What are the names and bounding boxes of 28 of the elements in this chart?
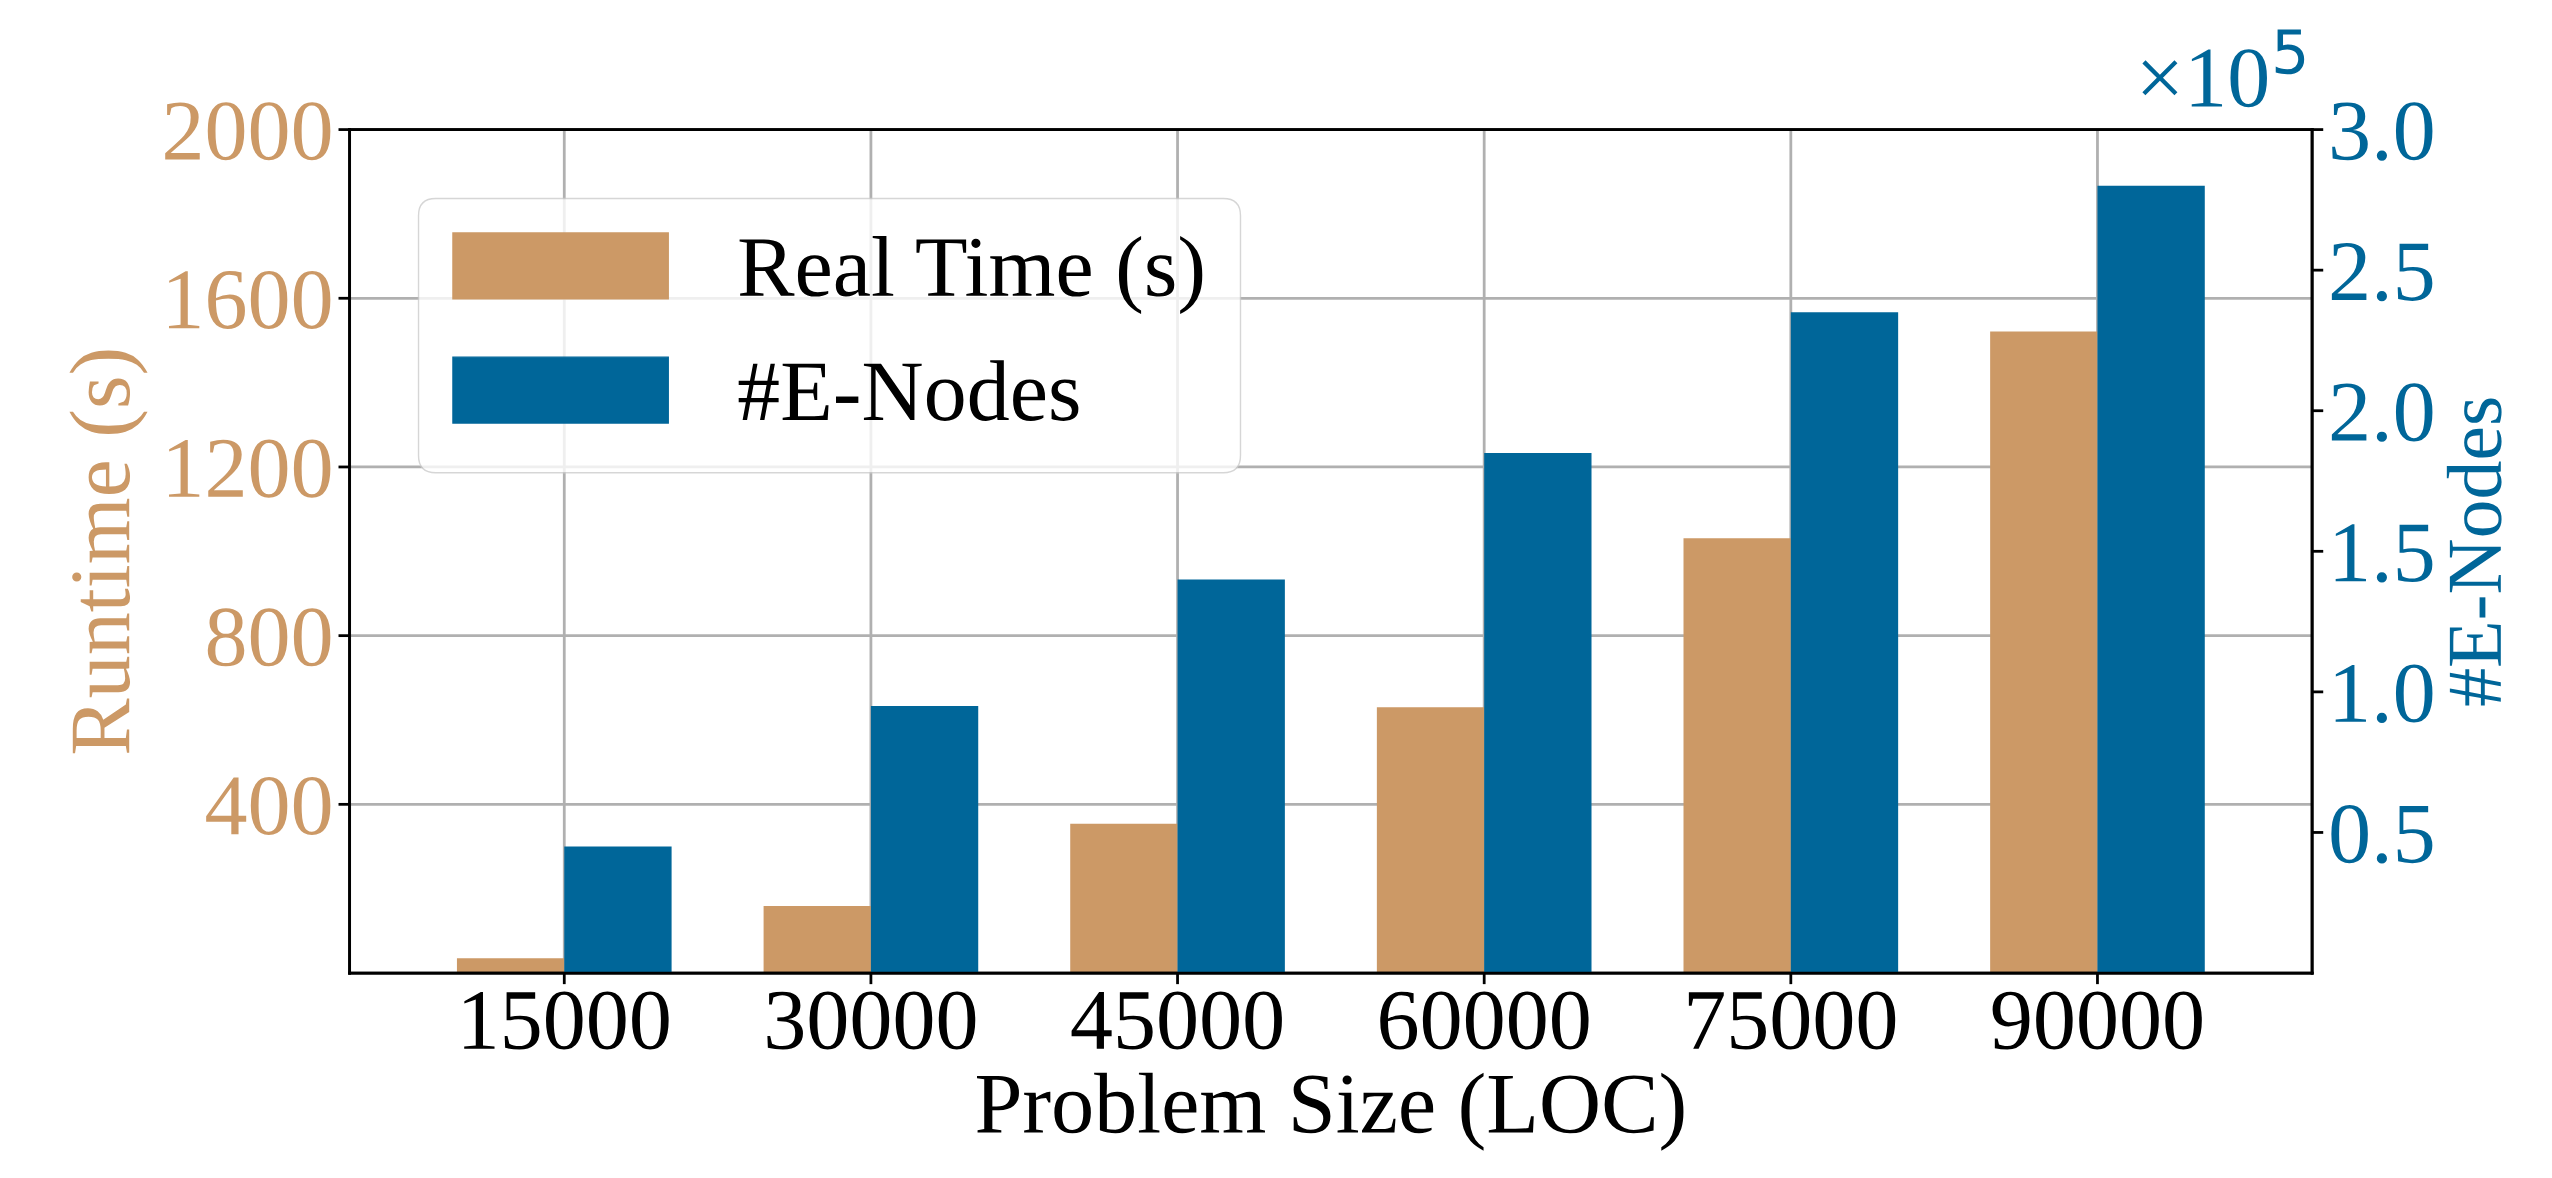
y2-tick-label: 2.5 [2331,243,2433,302]
y-tick-label: 1600 [169,270,331,329]
bar [1177,579,1285,974]
text: ×10$^{5}$ [2142,29,2305,108]
y2-tick-label: 2.0 [2331,383,2433,442]
x-axis-title: Problem Size (LOC) [977,1072,1684,1151]
x-tick-label: 45000 [1071,991,1282,1050]
x-tick-label: 15000 [464,991,669,1050]
bar [870,705,979,974]
x-tick-label: 30000 [767,991,976,1050]
y-tick-label: 400 [206,776,331,836]
y2-tick-label: 0.5 [2331,805,2433,864]
x-tick-label: 60000 [1380,991,1589,1050]
legend-label: Real Time (s) [739,236,1203,315]
y2-axis-title: #E-Nodes [2446,398,2502,706]
y-tick-label: 1200 [169,439,331,498]
y-tick-label: 2000 [165,102,331,161]
x-tick-label: 90000 [1992,991,2202,1050]
y-axis-title: Runtime (s) [69,350,148,754]
y2-tick-label: 1.5 [2335,524,2433,583]
x-tick-label: 75000 [1688,991,1896,1050]
legend-label: #E-Nodes [738,360,1079,421]
y-tick-label: 800 [207,608,331,667]
y2-tick-label: 1.0 [2335,664,2433,723]
bar [456,958,565,974]
bar [564,846,672,974]
bar [763,905,871,974]
y2-tick-label: 3.0 [2332,102,2433,161]
